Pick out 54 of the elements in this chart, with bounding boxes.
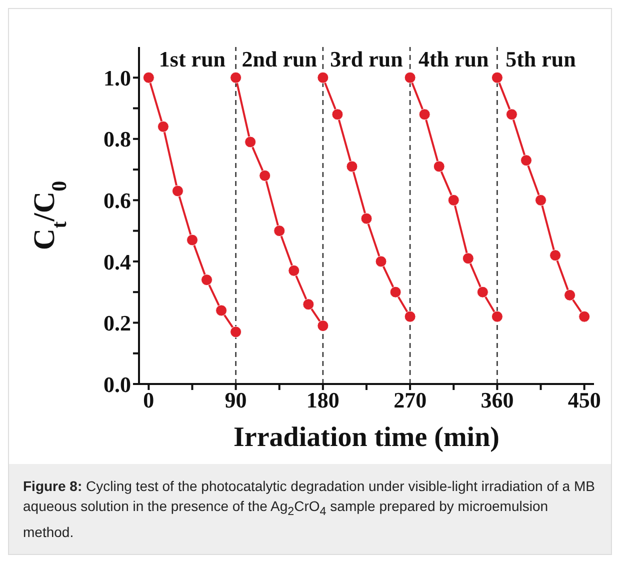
point — [375, 256, 387, 268]
annotation: 2nd run — [242, 46, 317, 72]
y-tick-label: 0.2 — [104, 310, 131, 336]
y-tick-label: 0.0 — [104, 372, 131, 397]
annotation: 4th run — [418, 46, 489, 72]
x-tick-label: 270 — [394, 388, 427, 413]
point — [302, 298, 314, 310]
point — [491, 72, 503, 84]
point — [506, 108, 518, 120]
point — [259, 170, 271, 182]
y-tick-label: 0.4 — [104, 249, 131, 274]
point — [274, 225, 286, 237]
point — [360, 212, 372, 224]
x-tick-label: 450 — [568, 388, 601, 413]
x-tick-label: 180 — [306, 388, 340, 413]
point — [230, 72, 242, 84]
point — [317, 320, 329, 332]
x-tick-label: 0 — [143, 388, 154, 413]
point — [448, 194, 460, 206]
point — [201, 274, 213, 286]
point — [317, 72, 329, 84]
y-tick-label: 0.8 — [104, 126, 131, 152]
point — [288, 264, 300, 276]
y-tick-label: 1.0 — [104, 65, 131, 90]
text: Figure 8: Cycling test of the photocatalytic degradation under visible-light irradiation of a MB aqueous solution in the presence of the Ag$_{2}$CrO$_{4}$ sample prepared by microemulsion method. — [23, 478, 595, 540]
x-tick-label: 360 — [480, 388, 514, 413]
annotation: 5th run — [506, 46, 576, 72]
annotation: 3rd run — [330, 46, 403, 72]
point — [216, 304, 228, 316]
point — [244, 136, 256, 148]
point — [520, 154, 532, 166]
point — [404, 310, 416, 322]
point — [390, 286, 402, 298]
point — [418, 108, 430, 120]
point — [578, 310, 590, 322]
x-axis-title: Irradiation time (min) — [234, 422, 500, 453]
point — [172, 185, 184, 197]
y-tick-label: 0.6 — [104, 188, 131, 213]
point — [186, 234, 198, 246]
point — [535, 194, 547, 206]
point — [346, 160, 358, 172]
point — [404, 72, 416, 84]
point — [462, 252, 474, 264]
point — [564, 289, 576, 301]
point — [332, 108, 344, 120]
point — [142, 72, 154, 84]
point — [491, 310, 503, 322]
point — [433, 160, 445, 172]
point — [476, 286, 488, 298]
point — [550, 250, 562, 262]
x-tick-label: 90 — [224, 388, 247, 413]
point — [157, 120, 169, 132]
annotation: 1st run — [158, 46, 226, 72]
point — [230, 326, 242, 338]
